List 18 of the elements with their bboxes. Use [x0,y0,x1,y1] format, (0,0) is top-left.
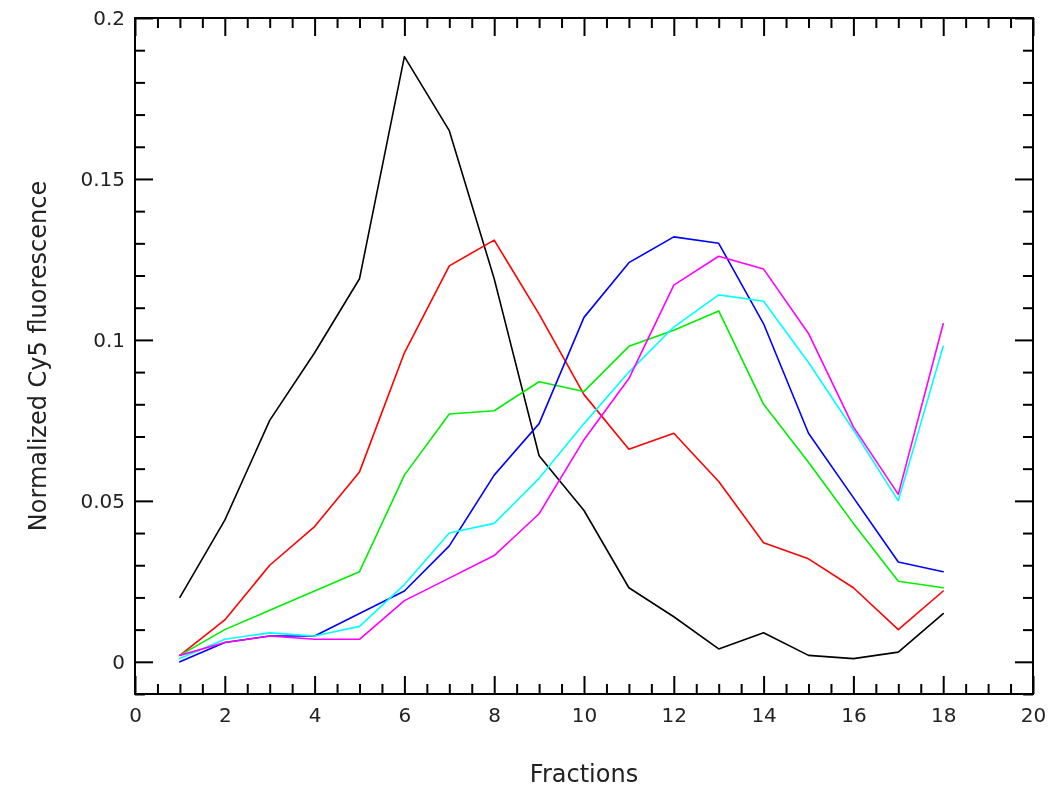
y-tick-label: 0.15 [80,166,125,191]
x-tick-label: 8 [488,703,502,727]
x-tick-label: 14 [751,703,777,727]
y-axis-title: Normalized Cy5 fluorescence [24,180,52,532]
y-tick-label: 0.05 [80,488,125,513]
x-tick-label: 4 [308,703,322,727]
y-tick-label: 0 [112,649,125,674]
x-axis-title: Fractions [529,760,639,788]
y-tick-label: 0.2 [93,5,125,30]
x-tick-label: 2 [218,703,232,727]
x-tick-label: 12 [661,703,688,727]
x-tick-label: 0 [129,703,142,727]
x-tick-label: 16 [841,703,867,727]
x-tick-label: 18 [930,703,957,727]
x-tick-label: 6 [398,703,412,727]
x-tick-label: 20 [1020,703,1047,727]
x-tick-label: 10 [571,703,598,727]
y-tick-label: 0.1 [93,327,125,352]
